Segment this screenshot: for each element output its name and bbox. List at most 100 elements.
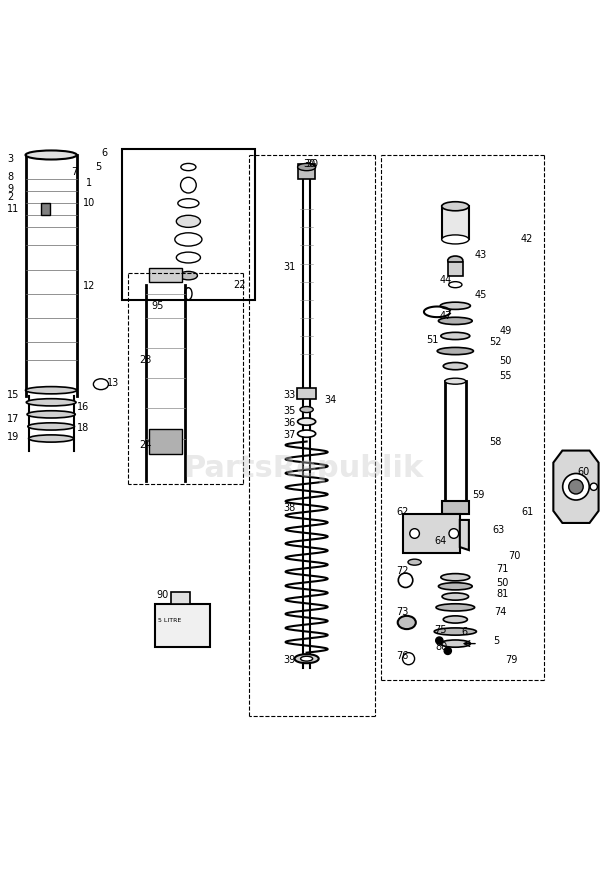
Ellipse shape: [445, 378, 466, 384]
Text: 30: 30: [305, 159, 319, 169]
Text: 30: 30: [303, 159, 315, 169]
Ellipse shape: [442, 593, 468, 600]
Bar: [41, 203, 50, 216]
Polygon shape: [460, 520, 469, 550]
Text: 13: 13: [107, 378, 119, 388]
Ellipse shape: [408, 560, 421, 565]
Ellipse shape: [93, 379, 108, 389]
Ellipse shape: [175, 232, 202, 246]
Text: 1: 1: [86, 178, 92, 188]
Text: 35: 35: [284, 406, 296, 416]
Text: 8: 8: [7, 172, 13, 182]
Ellipse shape: [448, 282, 462, 288]
Bar: [149, 268, 182, 282]
Text: 79: 79: [505, 655, 518, 665]
Text: 38: 38: [284, 503, 296, 513]
Text: 50: 50: [496, 578, 508, 588]
Text: 74: 74: [494, 607, 507, 617]
Bar: [298, 164, 315, 179]
Ellipse shape: [441, 332, 470, 339]
Ellipse shape: [25, 151, 77, 160]
Text: 80: 80: [436, 642, 448, 652]
Ellipse shape: [185, 288, 192, 300]
Ellipse shape: [28, 435, 74, 442]
Text: 16: 16: [77, 402, 89, 411]
Text: 59: 59: [473, 490, 485, 500]
Text: 71: 71: [496, 565, 508, 574]
Text: 5: 5: [95, 162, 101, 172]
Text: 49: 49: [500, 326, 512, 336]
Text: 6: 6: [462, 626, 468, 637]
Text: 63: 63: [493, 524, 505, 535]
Text: 45: 45: [474, 290, 487, 300]
Text: 17: 17: [7, 414, 20, 424]
Ellipse shape: [176, 252, 201, 263]
Ellipse shape: [178, 199, 199, 208]
Circle shape: [590, 483, 598, 490]
Ellipse shape: [28, 423, 75, 430]
Bar: [448, 262, 463, 275]
Text: 60: 60: [578, 467, 590, 477]
Ellipse shape: [300, 407, 313, 412]
Text: 90: 90: [156, 590, 168, 601]
Text: 39: 39: [284, 655, 296, 666]
Ellipse shape: [437, 347, 473, 354]
Circle shape: [449, 529, 459, 538]
Text: 42: 42: [520, 234, 533, 245]
Text: 72: 72: [396, 567, 409, 576]
Text: 3: 3: [7, 154, 13, 164]
Text: 19: 19: [7, 431, 19, 442]
Circle shape: [436, 637, 443, 645]
Text: 75: 75: [435, 624, 447, 635]
Text: 34: 34: [324, 396, 336, 405]
Text: 50: 50: [500, 356, 512, 367]
Text: 43: 43: [474, 250, 487, 260]
Text: 61: 61: [521, 507, 534, 517]
Text: 31: 31: [284, 261, 296, 272]
Circle shape: [398, 573, 413, 588]
Bar: [297, 389, 316, 399]
Ellipse shape: [26, 399, 76, 406]
Ellipse shape: [176, 216, 201, 227]
Text: 12: 12: [83, 282, 95, 291]
Text: 24: 24: [139, 439, 152, 450]
Ellipse shape: [440, 303, 470, 310]
Text: 10: 10: [83, 198, 95, 208]
Ellipse shape: [436, 603, 474, 611]
Ellipse shape: [179, 271, 198, 280]
Text: 52: 52: [489, 337, 501, 347]
Text: 81: 81: [496, 588, 508, 598]
Text: 73: 73: [396, 607, 409, 617]
Text: 2: 2: [7, 192, 14, 203]
Bar: [155, 604, 210, 646]
Ellipse shape: [442, 235, 469, 244]
Ellipse shape: [298, 430, 316, 438]
Text: 15: 15: [7, 390, 20, 400]
Text: 11: 11: [7, 204, 19, 214]
Text: 58: 58: [489, 437, 501, 446]
Text: PartsRepublik: PartsRepublik: [183, 454, 423, 483]
Ellipse shape: [181, 163, 196, 171]
Ellipse shape: [442, 202, 469, 210]
Polygon shape: [402, 514, 460, 553]
Ellipse shape: [25, 387, 77, 394]
Circle shape: [444, 647, 451, 654]
Ellipse shape: [435, 628, 476, 635]
Ellipse shape: [301, 656, 313, 661]
Text: 47: 47: [439, 311, 451, 321]
Ellipse shape: [443, 616, 467, 623]
Text: 9: 9: [7, 184, 13, 195]
Text: 22: 22: [233, 280, 245, 289]
Ellipse shape: [298, 418, 316, 425]
Ellipse shape: [398, 616, 416, 629]
Text: 6: 6: [101, 147, 107, 158]
Text: 7: 7: [71, 167, 77, 177]
Bar: [442, 501, 469, 514]
Bar: [442, 206, 469, 239]
Ellipse shape: [440, 640, 470, 647]
Text: 37: 37: [284, 431, 296, 440]
Ellipse shape: [448, 256, 463, 265]
Ellipse shape: [27, 410, 75, 418]
Text: 55: 55: [500, 371, 512, 381]
Text: 62: 62: [396, 507, 409, 517]
